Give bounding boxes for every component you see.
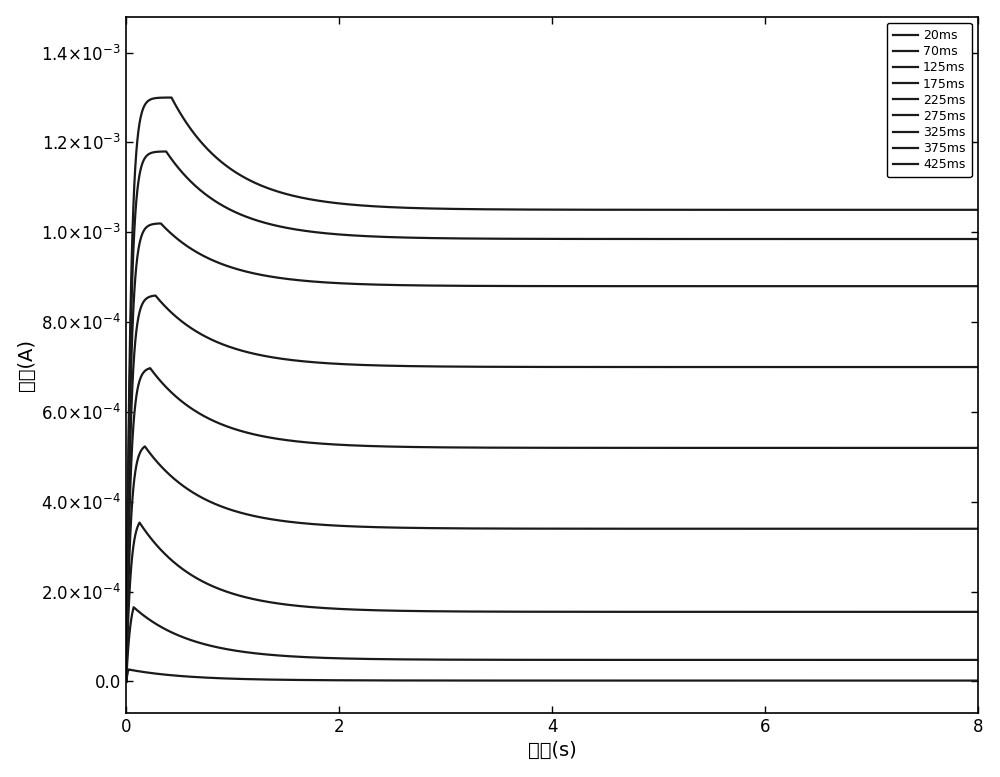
70ms	[188, 636, 200, 646]
275ms	[598, 362, 610, 371]
125ms	[231, 591, 243, 600]
275ms	[188, 325, 200, 334]
375ms	[160, 147, 172, 156]
275ms	[149, 291, 161, 300]
225ms	[159, 382, 171, 391]
325ms	[188, 246, 200, 255]
X-axis label: 时间(s): 时间(s)	[528, 741, 577, 761]
225ms	[144, 364, 156, 373]
70ms	[208, 642, 220, 651]
70ms	[159, 625, 171, 634]
125ms	[972, 607, 984, 616]
125ms	[598, 607, 610, 616]
175ms	[598, 524, 610, 533]
275ms	[972, 362, 984, 371]
Line: 375ms: 375ms	[126, 152, 978, 681]
375ms	[239, 211, 251, 221]
225ms	[120, 677, 132, 686]
425ms	[159, 93, 171, 103]
225ms	[188, 406, 200, 415]
175ms	[159, 466, 171, 476]
375ms	[231, 208, 243, 218]
225ms	[208, 416, 220, 426]
Line: 275ms: 275ms	[126, 295, 978, 681]
325ms	[231, 264, 243, 274]
175ms	[188, 488, 200, 497]
375ms	[159, 147, 171, 156]
70ms	[598, 655, 610, 664]
175ms	[139, 442, 151, 451]
325ms	[155, 219, 167, 228]
225ms	[598, 443, 610, 452]
20ms	[208, 674, 220, 683]
Line: 425ms: 425ms	[126, 98, 978, 681]
125ms	[188, 572, 200, 581]
425ms	[598, 205, 610, 214]
225ms	[972, 443, 984, 452]
375ms	[972, 235, 984, 244]
425ms	[165, 93, 177, 103]
125ms	[208, 582, 220, 591]
175ms	[972, 524, 984, 533]
125ms	[159, 549, 171, 559]
Legend: 20ms, 70ms, 125ms, 175ms, 225ms, 275ms, 325ms, 375ms, 425ms: 20ms, 70ms, 125ms, 175ms, 225ms, 275ms, …	[887, 23, 972, 177]
225ms	[231, 425, 243, 434]
70ms	[239, 647, 251, 657]
375ms	[208, 196, 220, 205]
275ms	[208, 336, 220, 346]
425ms	[972, 205, 984, 214]
275ms	[159, 301, 171, 311]
Line: 125ms: 125ms	[126, 523, 978, 681]
125ms	[134, 518, 146, 528]
20ms	[231, 674, 243, 684]
175ms	[231, 507, 243, 516]
325ms	[972, 281, 984, 291]
20ms	[598, 676, 610, 685]
70ms	[128, 603, 140, 612]
325ms	[598, 281, 610, 291]
20ms	[239, 674, 251, 684]
70ms	[120, 677, 132, 686]
375ms	[120, 677, 132, 686]
Y-axis label: 电流(A): 电流(A)	[17, 339, 36, 391]
275ms	[231, 344, 243, 354]
225ms	[239, 427, 251, 437]
20ms	[120, 677, 132, 686]
Line: 175ms: 175ms	[126, 447, 978, 681]
20ms	[159, 670, 171, 679]
125ms	[120, 677, 132, 686]
325ms	[239, 267, 251, 276]
275ms	[239, 347, 251, 356]
Line: 325ms: 325ms	[126, 224, 978, 681]
175ms	[120, 677, 132, 686]
175ms	[239, 509, 251, 518]
70ms	[972, 655, 984, 664]
20ms	[188, 672, 200, 681]
425ms	[239, 173, 251, 183]
70ms	[231, 646, 243, 656]
425ms	[120, 677, 132, 686]
325ms	[159, 223, 171, 232]
125ms	[239, 592, 251, 601]
325ms	[208, 256, 220, 266]
Line: 20ms: 20ms	[126, 670, 978, 681]
175ms	[208, 499, 220, 508]
Line: 70ms: 70ms	[126, 608, 978, 681]
275ms	[120, 677, 132, 686]
375ms	[598, 235, 610, 244]
325ms	[120, 677, 132, 686]
Line: 225ms: 225ms	[126, 368, 978, 681]
425ms	[208, 151, 220, 160]
425ms	[188, 128, 200, 138]
20ms	[122, 665, 134, 674]
375ms	[188, 179, 200, 189]
20ms	[972, 676, 984, 685]
425ms	[231, 169, 243, 178]
